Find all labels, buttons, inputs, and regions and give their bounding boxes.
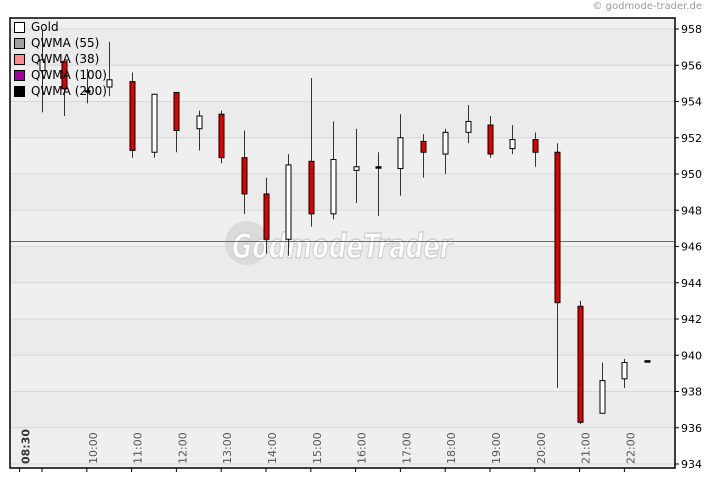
candle-body — [353, 166, 360, 171]
y-tick-label: 938 — [681, 386, 702, 399]
y-tick-label: 936 — [681, 422, 702, 435]
x-tick-label: 14:00 — [266, 432, 279, 464]
x-tick-label: 21:00 — [580, 432, 593, 464]
candle-body — [151, 93, 158, 153]
candle-body — [263, 193, 270, 240]
x-tick-label: 19:00 — [490, 432, 503, 464]
candle-body — [241, 157, 248, 195]
x-tick-label: 22:00 — [624, 432, 637, 464]
candle-body — [487, 124, 494, 155]
y-tick-label: 950 — [681, 168, 702, 181]
candle-body — [218, 113, 225, 159]
grid-band — [10, 246, 675, 283]
candle-body — [375, 166, 382, 169]
legend-item-gold: Gold — [14, 19, 107, 35]
y-tick-label: 958 — [681, 23, 702, 36]
y-tick-label: 934 — [681, 458, 702, 471]
candle-body — [61, 61, 68, 90]
candle-body — [420, 140, 427, 153]
legend-swatch — [14, 37, 25, 49]
legend-label: QWMA (55) — [31, 36, 100, 50]
y-tick-label: 948 — [681, 204, 702, 217]
x-tick-label: 13:00 — [221, 432, 234, 464]
legend-label: Gold — [31, 20, 59, 34]
candle-body — [308, 160, 315, 215]
candle-body — [39, 59, 46, 72]
grid-band — [10, 319, 675, 356]
candle-body — [196, 115, 203, 130]
candle-body — [621, 362, 628, 380]
legend-swatch — [14, 21, 25, 33]
legend-label: QWMA (200) — [31, 84, 107, 98]
plot-frame — [9, 17, 676, 469]
legend-item-qwma-38: QWMA (38) — [14, 51, 107, 67]
grid-band — [10, 101, 675, 138]
candle-body — [330, 159, 337, 215]
x-tick-label: 17:00 — [400, 432, 413, 464]
candle-body — [577, 305, 584, 423]
grid-band — [10, 174, 675, 211]
candle-body — [442, 131, 449, 155]
candle-body — [173, 91, 180, 131]
y-tick-label: 946 — [681, 241, 702, 254]
candle-body — [465, 120, 472, 133]
x-tick-label: 18:00 — [445, 432, 458, 464]
candle-body — [84, 90, 91, 93]
grid-band — [10, 29, 675, 66]
legend-item-qwma-55: QWMA (55) — [14, 35, 107, 51]
candle-body — [532, 139, 539, 153]
legend-swatch — [14, 85, 25, 97]
candle-body — [599, 380, 606, 414]
candle-body — [106, 79, 113, 88]
y-tick-label: 940 — [681, 349, 702, 362]
y-tick-label: 954 — [681, 96, 702, 109]
legend-item-qwma-200: QWMA (200) — [14, 83, 107, 99]
y-tick-label: 952 — [681, 132, 702, 145]
watermark-logo — [225, 221, 269, 265]
grid-band — [10, 391, 675, 428]
x-tick-label: 12:00 — [176, 432, 189, 464]
candle-body — [509, 139, 516, 150]
y-tick-label: 956 — [681, 59, 702, 72]
x-tick-label: 16:00 — [356, 432, 369, 464]
candle-body — [129, 81, 136, 151]
legend-label: QWMA (100) — [31, 68, 107, 82]
candle-body — [397, 137, 404, 170]
legend: Gold QWMA (55) QWMA (38) QWMA (100) QWMA… — [14, 19, 107, 99]
candle-body — [285, 164, 292, 240]
y-tick-label: 942 — [681, 313, 702, 326]
candle-body — [554, 151, 561, 304]
x-tick-label: 15:00 — [311, 432, 324, 464]
legend-item-qwma-100: QWMA (100) — [14, 67, 107, 83]
legend-label: QWMA (38) — [31, 52, 100, 66]
legend-swatch — [14, 69, 25, 81]
x-tick-label: 20:00 — [535, 432, 548, 464]
candle-body — [644, 360, 651, 363]
copyright-text: © godmode-trader.de — [592, 1, 703, 12]
x-tick-label: 10:00 — [87, 432, 100, 464]
x-tick-label: 08:30 — [20, 429, 33, 464]
legend-swatch — [14, 53, 25, 65]
y-tick-label: 944 — [681, 277, 702, 290]
x-tick-label: 11:00 — [132, 432, 145, 464]
